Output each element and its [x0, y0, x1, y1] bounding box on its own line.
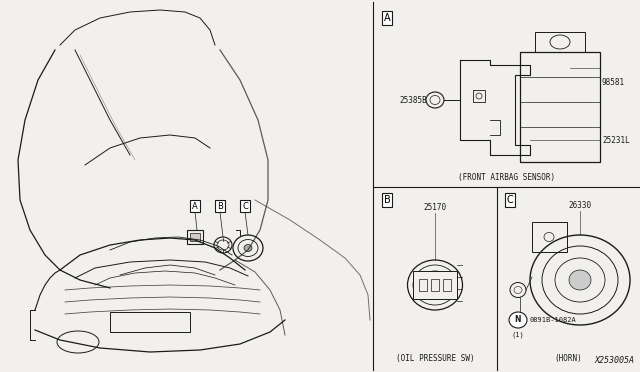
Text: C: C	[507, 195, 513, 205]
Text: 98581: 98581	[602, 77, 625, 87]
Text: C: C	[242, 202, 248, 211]
Bar	[190, 233, 200, 241]
Bar	[419, 279, 427, 291]
Text: X253005A: X253005A	[595, 356, 635, 365]
Text: 25385B: 25385B	[399, 96, 427, 105]
Text: B: B	[383, 195, 390, 205]
Bar	[431, 279, 439, 291]
Text: A: A	[384, 13, 390, 23]
Text: B: B	[217, 202, 223, 211]
Text: 26330: 26330	[568, 201, 591, 209]
Text: (1): (1)	[511, 332, 524, 339]
Text: 25231L: 25231L	[602, 135, 630, 144]
Text: (FRONT AIRBAG SENSOR): (FRONT AIRBAG SENSOR)	[458, 173, 555, 182]
Text: (OIL PRESSURE SW): (OIL PRESSURE SW)	[396, 353, 474, 362]
Ellipse shape	[569, 270, 591, 290]
Text: 0891B-1082A: 0891B-1082A	[530, 317, 577, 323]
Bar	[532, 222, 567, 252]
Bar	[413, 271, 457, 299]
Text: A: A	[192, 202, 198, 211]
Ellipse shape	[509, 312, 527, 328]
Bar	[110, 312, 190, 332]
Text: (HORN): (HORN)	[555, 353, 582, 362]
Bar	[535, 32, 585, 52]
Ellipse shape	[244, 244, 252, 251]
Text: N: N	[515, 315, 521, 324]
Bar	[443, 279, 451, 291]
Bar	[520, 52, 600, 162]
Text: 25170: 25170	[424, 202, 447, 212]
Bar	[473, 90, 485, 102]
Bar	[187, 230, 203, 244]
